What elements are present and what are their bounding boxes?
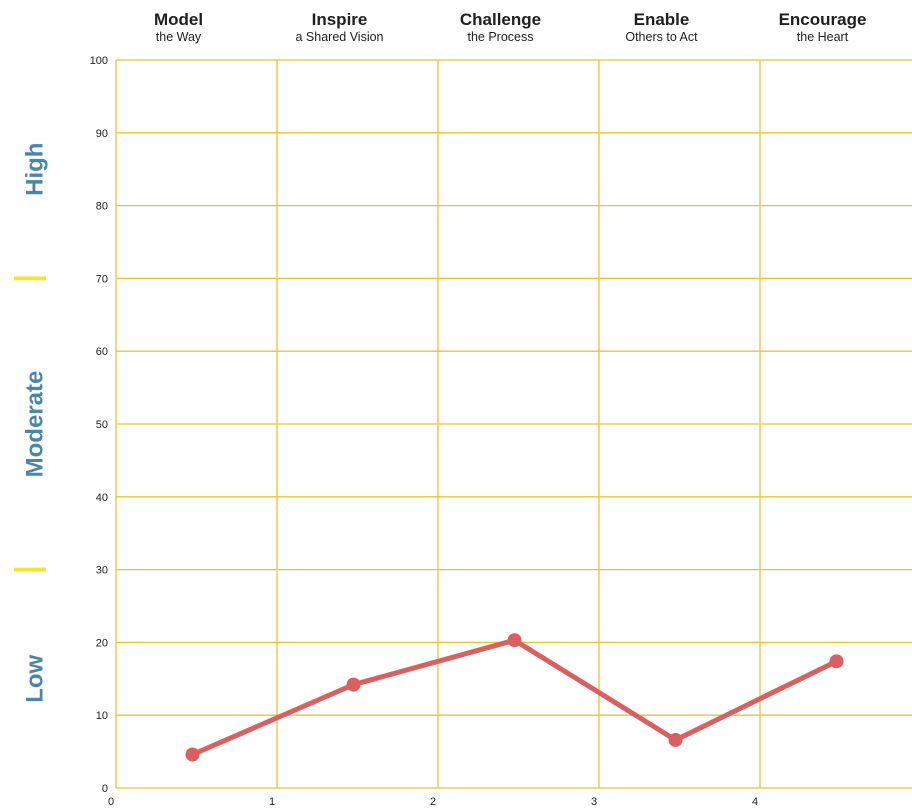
data-point-3	[668, 732, 683, 747]
category-subtitle-1: a Shared Vision	[295, 30, 383, 44]
y-tick-40: 40	[96, 492, 108, 504]
x-axis-ticks: 0 1 2 3 4	[108, 796, 758, 808]
y-tick-0: 0	[102, 783, 108, 795]
category-title-4: Encourage	[779, 10, 867, 29]
band-label-high: High	[21, 143, 48, 196]
y-tick-60: 60	[96, 346, 108, 358]
grid	[115, 59, 912, 789]
data-point-0	[185, 747, 200, 762]
y-tick-100: 100	[90, 55, 108, 67]
band-label-low: Low	[21, 654, 48, 702]
category-title-1: Inspire	[312, 10, 368, 29]
category-title-3: Enable	[634, 10, 690, 29]
category-subtitle-4: the Heart	[797, 30, 849, 44]
x-tick-4: 4	[752, 796, 758, 808]
category-subtitle-0: the Way	[156, 30, 202, 44]
y-tick-70: 70	[96, 273, 108, 285]
category-subtitle-2: the Process	[467, 30, 533, 44]
y-tick-30: 30	[96, 565, 108, 577]
x-tick-2: 2	[430, 796, 436, 808]
y-tick-10: 10	[96, 710, 108, 722]
band-labels: High Moderate Low	[14, 143, 48, 703]
series-line-0	[190, 637, 839, 758]
y-tick-90: 90	[96, 128, 108, 140]
category-title-2: Challenge	[460, 10, 541, 29]
y-tick-50: 50	[96, 419, 108, 431]
category-title-0: Model	[154, 10, 203, 29]
y-tick-20: 20	[96, 637, 108, 649]
y-axis-ticks: 0 10 20 30 40 50 60 70 80 90 100	[90, 55, 108, 795]
band-label-moderate: Moderate	[21, 371, 48, 478]
series	[185, 633, 844, 762]
data-point-2	[507, 633, 522, 648]
x-tick-3: 3	[591, 796, 597, 808]
data-point-4	[829, 654, 844, 669]
category-subtitle-3: Others to Act	[625, 30, 698, 44]
x-tick-0: 0	[108, 796, 114, 808]
x-tick-1: 1	[269, 796, 275, 808]
data-point-1	[346, 677, 361, 692]
y-tick-80: 80	[96, 201, 108, 213]
